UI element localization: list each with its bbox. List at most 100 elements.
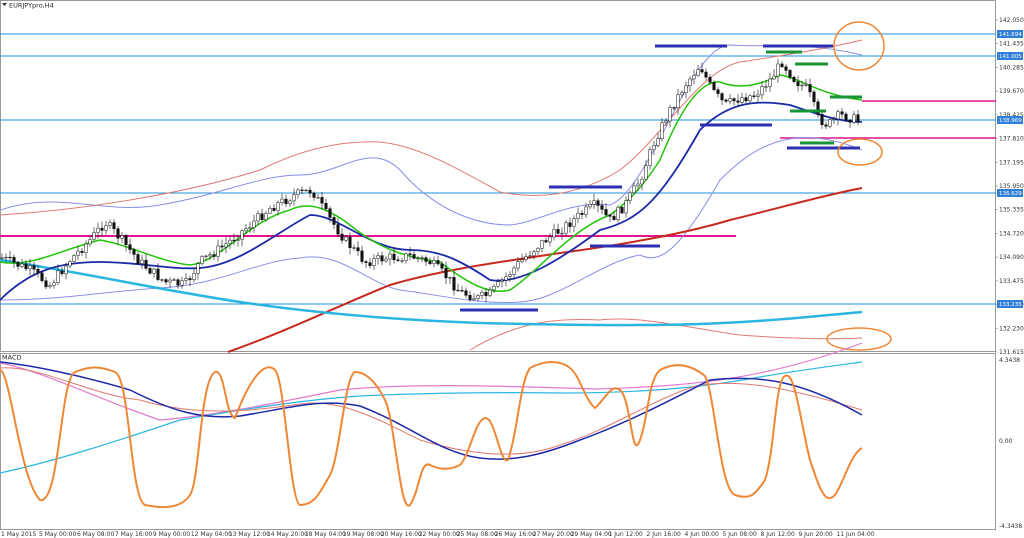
candle-body xyxy=(584,206,588,215)
candle-body xyxy=(716,89,720,94)
candle-body xyxy=(188,278,192,280)
candle-body xyxy=(168,279,172,283)
candle-body xyxy=(124,235,128,245)
time-tick-label: 19 May 08:00 xyxy=(343,531,384,538)
candle-body xyxy=(724,99,728,102)
candle-body xyxy=(208,254,212,257)
time-tick-label: 8 Jun 12:00 xyxy=(760,531,794,538)
candle-body xyxy=(840,111,844,115)
candle-body xyxy=(568,222,572,227)
highlight-ellipse-mid[interactable] xyxy=(837,138,883,166)
candle-body xyxy=(132,249,136,255)
time-tick-label: 12 May 04:00 xyxy=(191,531,232,538)
time-tick-label: 1 May 2015 xyxy=(1,531,36,538)
candle-body xyxy=(112,222,116,230)
price-tag: 138.969 xyxy=(999,118,1022,124)
candle-body xyxy=(224,243,228,248)
time-tick-label: 2 Jun 16:00 xyxy=(647,531,681,538)
candle-body xyxy=(460,290,464,292)
candle-body xyxy=(612,216,616,220)
candle-body xyxy=(316,197,320,199)
highlights xyxy=(826,21,892,351)
candle-body xyxy=(768,78,772,87)
candle-body xyxy=(340,233,344,241)
candle-body xyxy=(572,218,576,227)
candle-body xyxy=(44,280,48,288)
candle-body xyxy=(308,189,312,194)
candle-body xyxy=(540,240,544,249)
chart-title: EURJPYpro,H4 xyxy=(9,2,54,10)
highlight-ellipse-top[interactable] xyxy=(833,21,885,71)
candle-body xyxy=(536,248,540,252)
candle-body xyxy=(84,243,88,253)
candle-body xyxy=(4,256,8,259)
candle-body xyxy=(776,63,780,77)
candle-body xyxy=(752,95,756,97)
candle-body xyxy=(52,282,56,286)
macd-navy-line xyxy=(0,361,863,460)
candle-body xyxy=(564,222,568,234)
candle-body xyxy=(392,253,396,261)
price-tag: 141.694 xyxy=(999,32,1022,38)
price-tick-label: 138.425 xyxy=(999,112,1024,119)
candle-body xyxy=(448,277,452,279)
time-axis: 1 May 2015 5 May 00:00 6 May 08:00 7 May 16… xyxy=(1,531,875,538)
candle-body xyxy=(488,289,492,296)
candle-body xyxy=(728,98,732,102)
candle-body xyxy=(820,113,824,126)
candle-body xyxy=(176,279,180,286)
candle-body xyxy=(712,82,716,90)
triangle-down-icon[interactable] xyxy=(2,3,7,6)
candle-body xyxy=(384,258,388,262)
candle-body xyxy=(248,227,252,229)
candle-body xyxy=(432,260,436,264)
candle-body xyxy=(140,259,144,264)
sr-markers xyxy=(460,44,862,312)
candle-body xyxy=(376,255,380,259)
macd-tick-label: 4.3438 xyxy=(999,357,1020,364)
candle-body xyxy=(760,86,764,96)
candle-body xyxy=(796,81,800,87)
candle-body xyxy=(400,260,404,262)
candle-body xyxy=(252,220,256,228)
candle-body xyxy=(592,200,596,205)
candle-body xyxy=(740,97,744,103)
price-tag: 141.005 xyxy=(999,54,1022,60)
candle-body xyxy=(808,84,812,93)
candle-body xyxy=(356,247,360,252)
candle-body xyxy=(748,95,752,102)
candle-body xyxy=(700,69,704,73)
candle-body xyxy=(320,197,324,204)
candle-body xyxy=(784,66,788,71)
candle-body xyxy=(300,189,304,192)
time-tick-label: 9 May 00:00 xyxy=(153,531,191,538)
candle-body xyxy=(628,192,632,201)
candle-body xyxy=(756,94,760,97)
candle-body xyxy=(144,259,148,269)
highlight-ellipse-bottom[interactable] xyxy=(826,327,892,351)
candle-body xyxy=(104,225,108,231)
candle-body xyxy=(404,253,408,261)
price-tag-bg xyxy=(997,116,1023,124)
candle-body xyxy=(344,236,348,241)
candle-body xyxy=(632,185,636,194)
time-tick-label: 5 May 00:00 xyxy=(39,531,77,538)
time-tick-label: 20 May 16:00 xyxy=(381,531,422,538)
candle-body xyxy=(676,94,680,109)
candle-body xyxy=(372,258,376,266)
candle-body xyxy=(32,265,36,270)
candle-body xyxy=(76,250,80,256)
candle-body xyxy=(48,285,52,288)
candle-body xyxy=(408,253,412,255)
candle-body xyxy=(368,262,372,266)
candle-body xyxy=(480,291,484,296)
candle-body xyxy=(0,257,4,259)
candle-body xyxy=(508,274,512,277)
candle-body xyxy=(732,98,736,102)
candle-body xyxy=(164,279,168,283)
candle-body xyxy=(444,268,448,279)
candle-body xyxy=(708,76,712,83)
candle-body xyxy=(696,69,700,76)
candle-body xyxy=(352,247,356,249)
